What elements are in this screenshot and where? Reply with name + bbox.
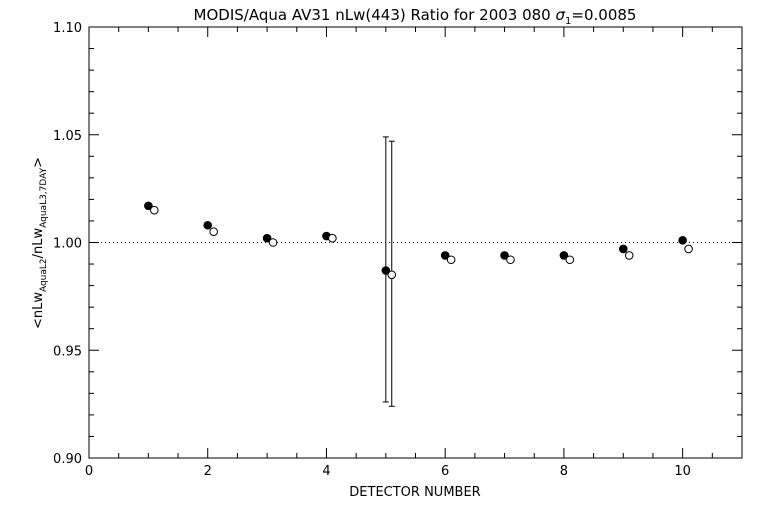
- chart-title: MODIS/Aqua AV31 nLw(443) Ratio for 2003 …: [194, 6, 637, 27]
- open-point: [506, 255, 515, 265]
- open-point: [150, 205, 159, 215]
- open-point: [387, 270, 397, 280]
- filled-point: [500, 251, 509, 260]
- filled-point: [203, 220, 213, 230]
- y-tick-label: 1.00: [53, 237, 82, 252]
- open-point: [209, 227, 218, 237]
- x-tick-label: 4: [322, 464, 330, 479]
- filled-point: [262, 233, 272, 243]
- open-point: [268, 238, 278, 247]
- open-point: [565, 255, 575, 265]
- filled-point: [440, 251, 450, 260]
- data-points: [144, 201, 693, 280]
- filled-point: [678, 236, 687, 245]
- y-tick-label: 0.95: [53, 344, 82, 359]
- open-point: [446, 255, 456, 265]
- y-tick-label: 0.90: [53, 452, 82, 467]
- axis-tick-labels: 0 2 4 6 8 10 0.90 0.95 1.00 1.05 1.10: [53, 21, 691, 479]
- plot-frame: [88, 26, 743, 459]
- y-tick-label: 1.05: [53, 129, 82, 144]
- x-tick-label: 10: [674, 464, 691, 479]
- y-tick-label: 1.10: [53, 21, 82, 36]
- open-point: [684, 244, 693, 254]
- filled-point: [144, 201, 153, 211]
- x-axis-title: DETECTOR NUMBER: [349, 485, 480, 500]
- axis-ticks: [88, 26, 743, 459]
- x-tick-label: 2: [204, 464, 212, 479]
- filled-point: [618, 244, 628, 254]
- open-point: [624, 251, 634, 260]
- filled-point: [381, 266, 391, 275]
- y-axis-title: <nLwAquaL2/nLwAquaL3,7DAY>: [31, 157, 49, 329]
- open-point: [328, 233, 337, 243]
- x-tick-label: 8: [560, 464, 568, 479]
- filled-point: [559, 251, 569, 260]
- x-tick-label: 0: [85, 464, 93, 479]
- x-tick-label: 6: [441, 464, 449, 479]
